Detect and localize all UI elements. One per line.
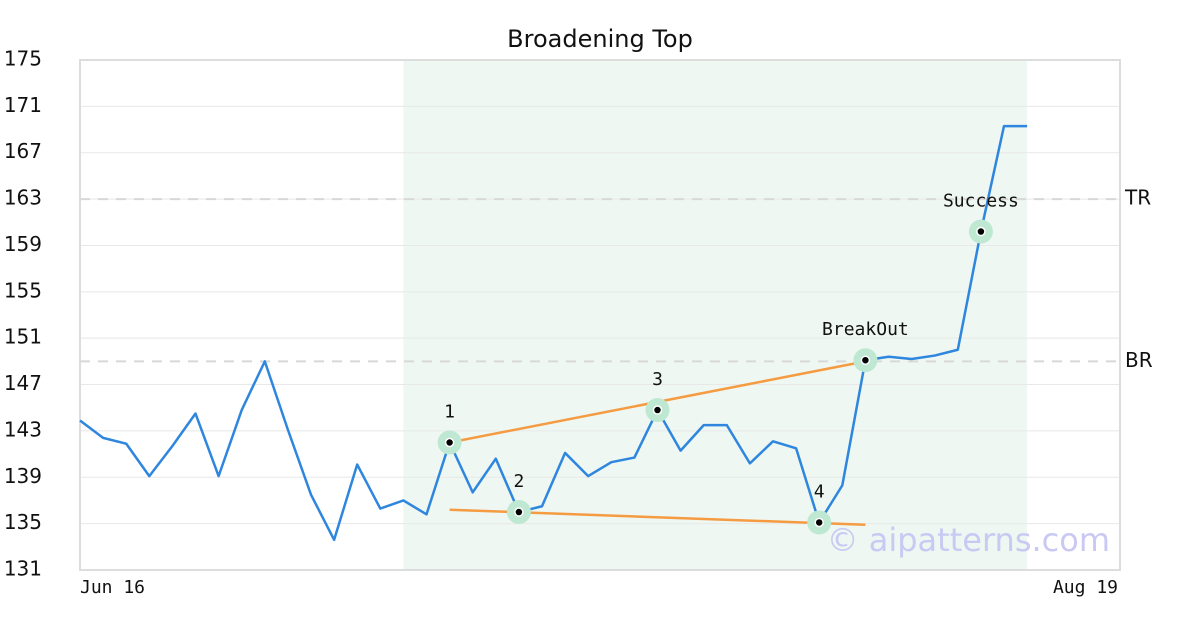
- pivot-dot: [652, 405, 663, 415]
- y-tick-label: 167: [4, 139, 42, 163]
- pivot-dot: [514, 507, 524, 517]
- pivot-label: 1: [444, 402, 455, 423]
- y-tick-label: 151: [4, 325, 42, 349]
- y-tick-label: 171: [4, 93, 42, 117]
- pivot-label: 3: [652, 369, 663, 390]
- level-label: BR: [1125, 348, 1153, 372]
- pivot-label: BreakOut: [822, 319, 909, 340]
- y-tick-label: 155: [4, 278, 42, 302]
- y-tick-label: 139: [4, 464, 42, 488]
- pivot-dot: [860, 355, 871, 365]
- pivot-label: 2: [513, 471, 524, 492]
- level-label: TR: [1124, 186, 1151, 210]
- y-tick-label: 163: [4, 186, 42, 210]
- plot-frame: [79, 59, 1121, 571]
- watermark: © aipatterns.com: [827, 521, 1110, 559]
- y-tick-label: 175: [4, 47, 42, 71]
- y-tick-label: 159: [4, 232, 42, 256]
- x-tick-label: Aug 19: [1053, 577, 1118, 598]
- y-tick-label: 135: [4, 510, 42, 534]
- pivot-dot: [976, 226, 986, 237]
- x-tick-label: Jun 16: [80, 577, 145, 598]
- pivot-dot: [814, 517, 824, 528]
- y-tick-label: 131: [4, 557, 42, 581]
- y-tick-label: 147: [4, 371, 42, 395]
- y-tick-label: 143: [4, 417, 42, 441]
- pivot-dot: [444, 437, 455, 448]
- pivot-label: Success: [943, 191, 1019, 212]
- chart-title: Broadening Top: [507, 25, 693, 53]
- pattern-region: [403, 60, 1028, 570]
- pivot-label: 4: [814, 481, 825, 502]
